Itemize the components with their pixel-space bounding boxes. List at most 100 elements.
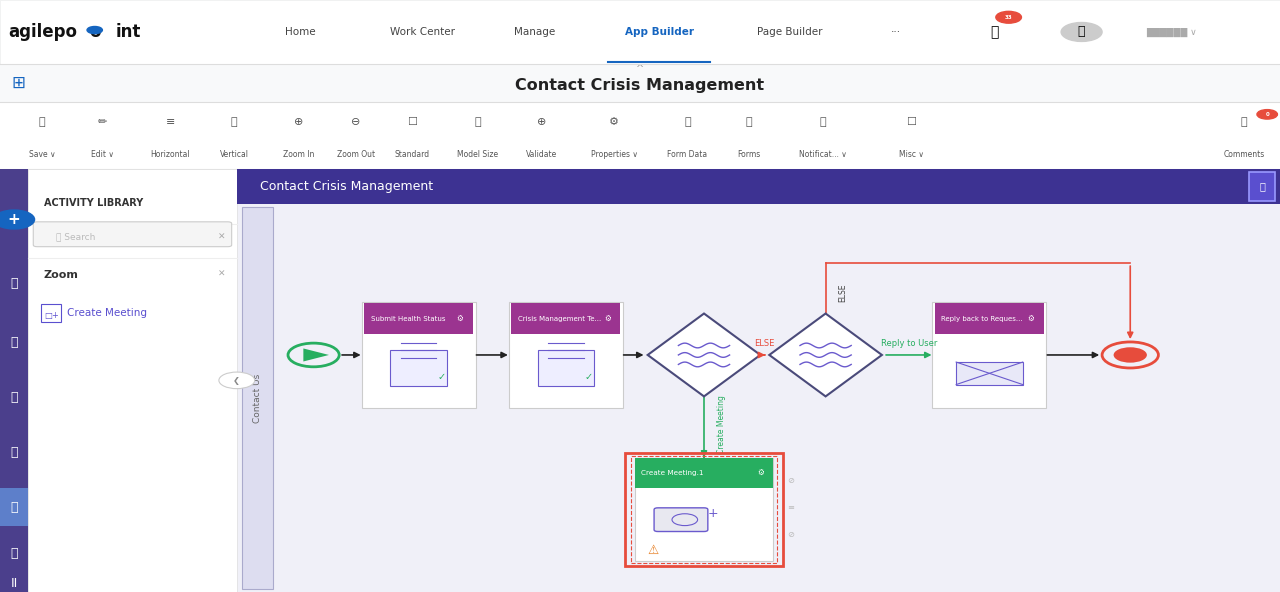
Text: 0: 0 (1266, 112, 1268, 117)
Text: 🔍 Search: 🔍 Search (56, 233, 96, 242)
Text: ⚠: ⚠ (648, 544, 658, 557)
Circle shape (0, 210, 35, 229)
FancyBboxPatch shape (365, 303, 474, 334)
Text: ⚙: ⚙ (756, 468, 764, 477)
Text: 💾: 💾 (38, 117, 46, 127)
Text: Home: Home (285, 27, 316, 37)
Text: ✏: ✏ (97, 117, 108, 127)
Text: Zoom: Zoom (44, 269, 78, 279)
Text: Create Meeting: Create Meeting (717, 395, 726, 453)
Text: ^: ^ (636, 63, 644, 73)
FancyBboxPatch shape (654, 508, 708, 532)
Text: ⚙: ⚙ (604, 314, 611, 323)
FancyBboxPatch shape (1249, 172, 1275, 201)
Text: Form Data: Form Data (667, 150, 708, 159)
Text: 💬: 💬 (1240, 117, 1248, 127)
Text: 👤: 👤 (1078, 25, 1085, 38)
Text: 🗄: 🗄 (684, 117, 691, 127)
Text: Contact Us: Contact Us (252, 374, 262, 423)
FancyBboxPatch shape (242, 207, 273, 589)
Text: Edit ∨: Edit ∨ (91, 150, 114, 159)
Polygon shape (769, 314, 882, 397)
Text: Create Meeting: Create Meeting (67, 308, 146, 318)
FancyBboxPatch shape (33, 222, 232, 247)
FancyBboxPatch shape (956, 362, 1023, 385)
Text: ✕: ✕ (218, 233, 225, 242)
FancyBboxPatch shape (512, 303, 621, 334)
Text: ···: ··· (891, 27, 901, 37)
FancyBboxPatch shape (0, 0, 224, 64)
Text: +: + (8, 212, 20, 227)
Text: ELSE: ELSE (838, 284, 847, 302)
Circle shape (1257, 110, 1277, 119)
Polygon shape (648, 314, 760, 397)
Text: Crisis Management Te...: Crisis Management Te... (517, 316, 602, 321)
Text: Misc ∨: Misc ∨ (899, 150, 924, 159)
Text: ██████ ∨: ██████ ∨ (1146, 27, 1197, 37)
Text: □+: □+ (44, 311, 59, 320)
Text: +: + (708, 507, 718, 520)
Text: ⊖: ⊖ (351, 117, 361, 127)
FancyBboxPatch shape (237, 169, 1280, 592)
Text: o: o (90, 23, 100, 41)
FancyBboxPatch shape (362, 302, 476, 408)
FancyBboxPatch shape (0, 169, 28, 592)
Text: 🔄: 🔄 (10, 336, 18, 349)
Text: Forms: Forms (737, 150, 760, 159)
Text: App Builder: App Builder (625, 27, 694, 37)
Text: ✓: ✓ (438, 372, 445, 382)
Text: ❮: ❮ (233, 376, 241, 385)
Text: ≡: ≡ (787, 503, 795, 512)
Text: ⚙: ⚙ (457, 314, 463, 323)
Text: Notificat... ∨: Notificat... ∨ (799, 150, 847, 159)
Circle shape (1061, 22, 1102, 41)
Polygon shape (303, 349, 329, 362)
Circle shape (219, 372, 255, 389)
Text: 📄: 📄 (745, 117, 753, 127)
FancyBboxPatch shape (0, 102, 1280, 169)
Text: Submit Health Status: Submit Health Status (371, 316, 445, 321)
Text: ⚙: ⚙ (1028, 314, 1034, 323)
Text: II: II (10, 577, 18, 590)
FancyBboxPatch shape (635, 458, 773, 561)
Text: Model Size: Model Size (457, 150, 498, 159)
Text: 📋: 📋 (10, 276, 18, 289)
Text: Zoom In: Zoom In (283, 150, 314, 159)
Text: ☐: ☐ (407, 117, 417, 127)
FancyBboxPatch shape (0, 0, 1280, 64)
Text: 🔔: 🔔 (819, 117, 827, 127)
Text: Save ∨: Save ∨ (29, 150, 55, 159)
Text: ELSE: ELSE (755, 339, 774, 348)
FancyBboxPatch shape (635, 458, 773, 488)
FancyBboxPatch shape (932, 302, 1047, 408)
Text: Page Builder: Page Builder (756, 27, 823, 37)
FancyBboxPatch shape (509, 302, 623, 408)
Text: Horizontal: Horizontal (151, 150, 189, 159)
Text: Standard: Standard (394, 150, 430, 159)
FancyBboxPatch shape (390, 350, 447, 386)
Text: ⊞: ⊞ (12, 74, 24, 92)
FancyBboxPatch shape (237, 169, 1280, 204)
Text: ✓: ✓ (585, 372, 593, 382)
Text: Contact Crisis Management: Contact Crisis Management (260, 180, 433, 193)
Text: Properties ∨: Properties ∨ (591, 150, 637, 159)
FancyBboxPatch shape (0, 64, 36, 102)
Text: Reply back to Reques...: Reply back to Reques... (942, 316, 1023, 321)
FancyBboxPatch shape (0, 488, 28, 526)
Text: 📁: 📁 (10, 391, 18, 404)
FancyBboxPatch shape (28, 169, 237, 592)
Text: 👥: 👥 (10, 446, 18, 459)
Circle shape (672, 514, 698, 526)
Text: ⊘: ⊘ (787, 530, 795, 539)
FancyBboxPatch shape (538, 350, 594, 386)
Text: Contact Crisis Management: Contact Crisis Management (516, 78, 764, 92)
Circle shape (996, 11, 1021, 23)
Text: int: int (115, 23, 141, 41)
Text: ⌶: ⌶ (230, 117, 238, 127)
Text: ⚙: ⚙ (609, 117, 620, 127)
Text: agilepo: agilepo (8, 23, 77, 41)
Text: ✕: ✕ (218, 270, 225, 279)
Text: Work Center: Work Center (390, 27, 454, 37)
Text: Create Meeting.1: Create Meeting.1 (641, 469, 704, 476)
Text: Manage: Manage (515, 27, 556, 37)
